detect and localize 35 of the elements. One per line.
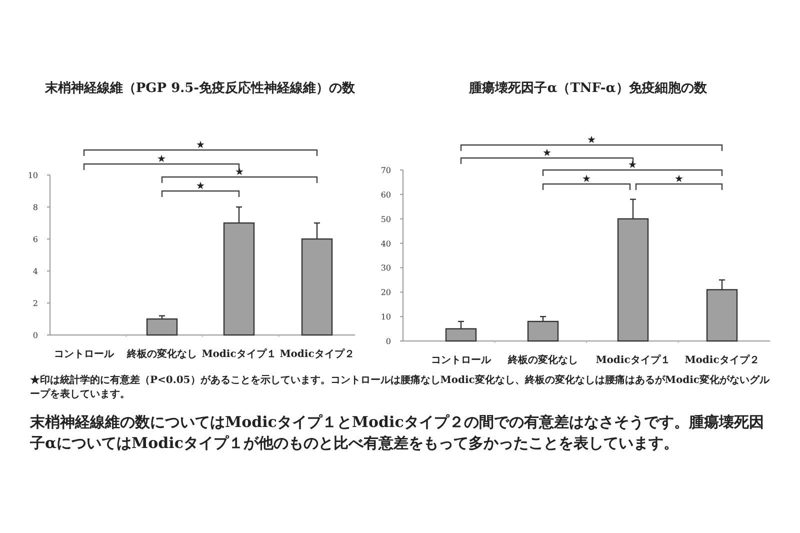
y-tick-label: 10 [380,312,391,322]
text: 末梢神経線維の数についてはModicタイプ１とModicタイプ２の間での有意差はなさそうです。腫瘍壊死因子αについてはModicタイプ１が他のものと比べ有意差をもって多かったことを表しています。 [30,412,765,454]
annotation: ★ [196,181,206,192]
x-tick-label: Modicタイプ２ [280,348,354,360]
annotation: ★ [674,174,684,185]
x-tick-label: コントロール [54,349,115,360]
x-tick-label: 終板の変化なし [507,354,578,366]
x-tick-label: Modicタイプ２ [684,354,760,366]
x-tick-label: 終板の変化なし [126,348,197,360]
annotation: ★ [628,160,638,171]
annotation: ★ [582,174,592,185]
y-tick-label: 70 [380,166,391,175]
x-tick-label: コントロール [431,355,492,366]
y-tick-label: 50 [380,214,391,224]
y-tick-label: 4 [32,267,38,276]
y-tick-label: 10 [28,171,38,180]
y-tick-label: 30 [380,264,391,273]
text: ★ [587,135,596,146]
chart-title: 末梢神経線維（PGP 9.5-免疫反応性神経線維）の数 [44,80,356,96]
text: ★印は統計学的に有意差（P<0.05）があることを示しています。コントロールは腰痛なしModic変化なし、終板の変化なしは腰痛はあるがModic変化がないグループを表しています。 [30,374,770,402]
text: ★ [157,154,166,165]
y-tick-label: 60 [380,190,391,200]
text: ★ [196,140,206,151]
x-tick-label: Modicタイプ１ [202,348,276,360]
y-tick-label: 0 [32,331,38,340]
y-tick-label: 20 [380,288,391,298]
y-tick-label: 40 [380,239,391,248]
annotation: ★ [235,167,244,178]
y-tick-label: 8 [32,203,38,212]
y-tick-label: 6 [32,235,38,244]
text: ★ [542,148,552,159]
x-tick-label: Modicタイプ１ [596,354,670,366]
chart-title: 腫瘍壊死因子α（TNF-α）免疫細胞の数 [468,80,708,96]
y-tick-label: 0 [386,337,391,346]
y-tick-label: 2 [32,299,38,308]
